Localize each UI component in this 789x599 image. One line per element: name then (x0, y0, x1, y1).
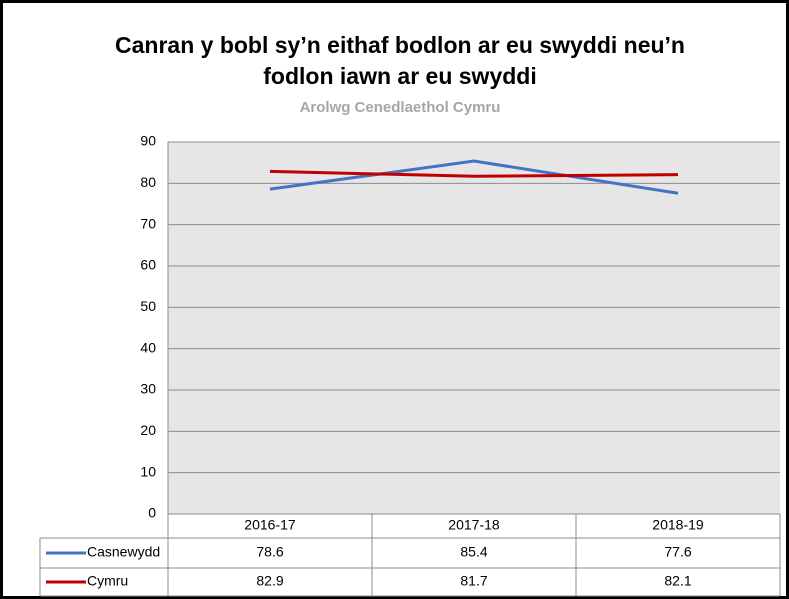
series-line (269, 169, 679, 178)
plot-area (168, 142, 780, 514)
x-tick-label: 2016-17 (244, 517, 296, 533)
series-line (269, 159, 679, 195)
y-tick-label: 70 (140, 215, 156, 231)
table-value: 85.4 (460, 544, 487, 560)
table-value: 82.9 (256, 573, 283, 589)
table-value: 81.7 (460, 573, 487, 589)
legend-label: Casnewydd (87, 544, 160, 560)
y-tick-label: 80 (140, 174, 156, 190)
table-value: 78.6 (256, 544, 283, 560)
y-tick-label: 50 (140, 298, 156, 314)
table-value: 77.6 (664, 544, 691, 560)
legend-label: Cymru (87, 573, 128, 589)
y-tick-label: 90 (140, 133, 156, 149)
table-value: 82.1 (664, 573, 691, 589)
chart-subtitle: Arolwg Cenedlaethol Cymru (300, 99, 501, 116)
y-tick-label: 40 (140, 339, 156, 355)
y-tick-label: 60 (140, 257, 156, 273)
y-tick-label: 20 (140, 422, 156, 438)
y-tick-label: 30 (140, 381, 156, 397)
x-tick-label: 2018-19 (652, 517, 704, 533)
chart-title: Canran y bobl sy’n eithaf bodlon ar eu s… (115, 32, 685, 89)
y-tick-label: 10 (140, 463, 156, 479)
x-tick-label: 2017-18 (448, 517, 500, 533)
y-tick-label: 0 (148, 505, 156, 521)
